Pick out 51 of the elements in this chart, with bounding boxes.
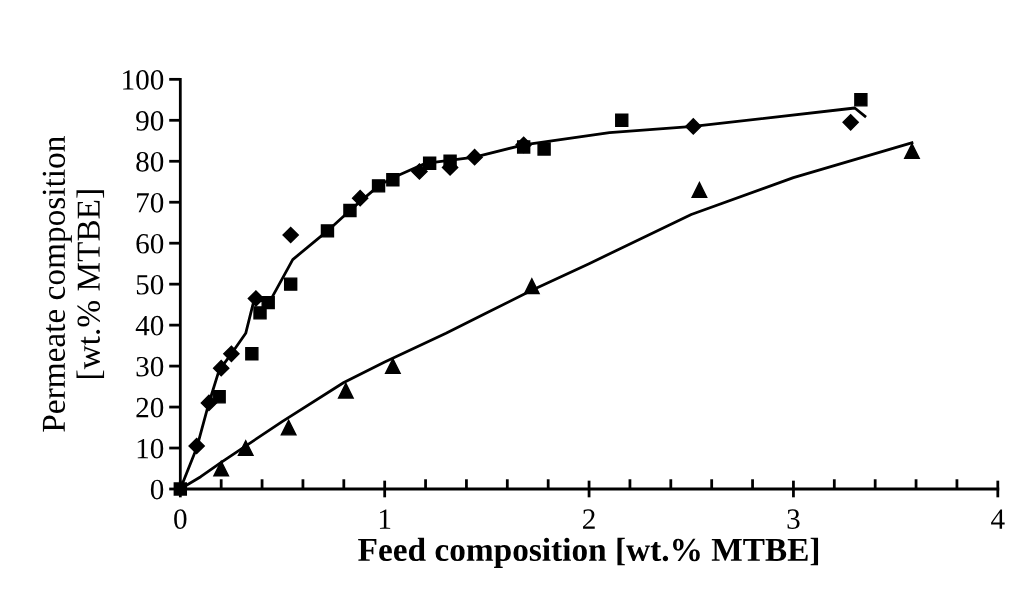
point — [212, 359, 230, 377]
point — [537, 142, 551, 156]
point — [282, 226, 299, 244]
point — [337, 382, 354, 399]
x-tick-label: 2 — [583, 509, 595, 529]
point — [253, 306, 267, 320]
y-tick-label: 70 — [137, 192, 164, 213]
point — [213, 460, 230, 477]
point — [280, 419, 297, 436]
point — [903, 143, 920, 159]
point — [386, 172, 400, 187]
point — [684, 118, 702, 135]
point — [691, 181, 708, 198]
y-tick-label: 10 — [137, 438, 164, 459]
y-tick-label: 90 — [136, 111, 164, 131]
point — [443, 154, 457, 168]
y-tick-label: 30 — [136, 356, 164, 377]
point — [351, 189, 369, 207]
point — [320, 224, 335, 238]
y-tick-label: 0 — [150, 479, 164, 500]
point — [854, 93, 868, 107]
y-axis-title: Permeate composition [wt.% MTBE] — [42, 136, 105, 432]
point — [212, 390, 226, 404]
point — [466, 148, 483, 166]
point — [261, 295, 275, 310]
point — [223, 345, 240, 363]
point — [411, 163, 428, 180]
x-axis-title: Feed composition [wt.% MTBE] — [358, 537, 819, 568]
point — [384, 358, 401, 375]
point — [245, 347, 259, 361]
x-tick-label: 1 — [379, 509, 391, 529]
point — [422, 156, 437, 171]
x-tick-label: 3 — [787, 509, 800, 529]
y-tick-label: 50 — [136, 274, 164, 295]
point — [615, 113, 629, 128]
y-tick-label: 100 — [123, 70, 164, 90]
point — [516, 140, 531, 154]
point — [188, 437, 205, 455]
point — [371, 179, 386, 193]
y-tick-label: 40 — [135, 315, 164, 336]
point — [283, 277, 298, 291]
y-tick-label: 20 — [136, 397, 164, 418]
y-tick-label: 60 — [136, 233, 164, 254]
x-tick-label: 0 — [174, 509, 187, 529]
point — [237, 440, 254, 457]
y-tick-label: 80 — [136, 151, 164, 172]
point — [343, 203, 357, 218]
point — [842, 114, 859, 131]
point — [173, 482, 188, 496]
x-tick-label: 4 — [991, 509, 1005, 529]
point — [523, 278, 540, 295]
